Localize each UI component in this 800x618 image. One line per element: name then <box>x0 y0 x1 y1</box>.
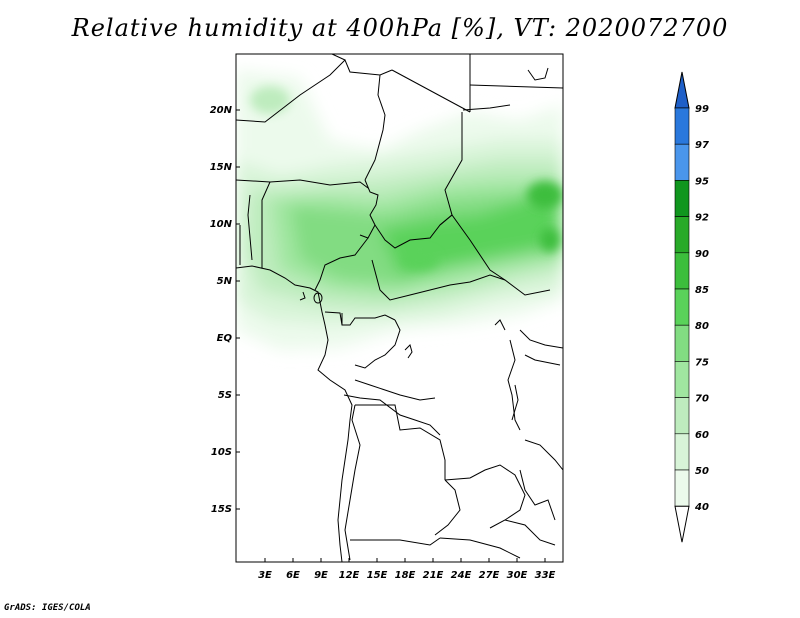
colorbar-label: 60 <box>695 430 709 441</box>
colorbar-label: 75 <box>695 357 709 368</box>
colorbar-label: 95 <box>695 176 709 187</box>
colorbar-swatch <box>674 361 690 398</box>
lon-label: 12E <box>339 570 360 581</box>
lat-label: EQ <box>217 333 233 344</box>
country-boundaries <box>236 54 563 561</box>
colorbar-label: 80 <box>695 321 709 332</box>
colorbar-swatch <box>674 107 690 145</box>
lat-label: 20N <box>210 105 233 116</box>
lat-ticks <box>236 109 240 510</box>
colorbar-top-arrow <box>674 71 690 109</box>
colorbar-swatch <box>674 180 690 217</box>
colorbar-label: 70 <box>695 394 709 405</box>
map-title: Relative humidity at 400hPa [%], VT: 202… <box>71 14 729 42</box>
lon-label: 15E <box>367 570 388 581</box>
colorbar-label: 92 <box>695 213 709 224</box>
lat-label: 5N <box>217 276 233 287</box>
colorbar-label: 40 <box>694 502 709 513</box>
lon-label: 18E <box>395 570 416 581</box>
colorbar-swatch <box>674 143 690 181</box>
colorbar-label: 50 <box>695 466 709 477</box>
colorbar-swatch <box>674 397 690 435</box>
lon-label: 33E <box>535 570 556 581</box>
lon-label: 6E <box>286 570 300 581</box>
lon-label: 27E <box>479 570 500 581</box>
colorbar-label: 99 <box>695 104 709 115</box>
colorbar-swatch <box>674 324 690 362</box>
colorbar-bottom-arrow <box>674 505 690 543</box>
colorbar-swatch <box>674 216 690 254</box>
lat-label: 10N <box>210 219 233 230</box>
colorbar-swatch <box>674 288 690 326</box>
latitude-axis: 20N 15N 10N 5N EQ 5S 10S 15S <box>210 105 233 515</box>
lat-label: 10S <box>211 447 232 458</box>
colorbar-label: 90 <box>695 249 709 260</box>
colorbar-label: 97 <box>695 140 709 151</box>
colorbar-swatch <box>674 469 690 507</box>
grads-credit: GrADS: IGES/COLA <box>4 603 91 613</box>
colorbar-swatch <box>674 252 690 290</box>
lon-label: 9E <box>314 570 328 581</box>
longitude-axis: 3E 6E 9E 12E 15E 18E 21E 24E 27E 30E 33E <box>258 570 555 581</box>
lon-label: 21E <box>423 570 444 581</box>
lat-label: 15N <box>210 162 233 173</box>
coastline <box>236 265 519 562</box>
colorbar-swatch <box>674 433 690 471</box>
lon-label: 24E <box>451 570 472 581</box>
colorbar: 99 97 95 92 90 85 80 75 70 60 50 40 <box>674 71 709 543</box>
lat-label: 15S <box>211 504 232 515</box>
lon-label: 30E <box>507 570 528 581</box>
lon-label: 3E <box>258 570 272 581</box>
humidity-field <box>236 70 563 350</box>
colorbar-label: 85 <box>695 285 709 296</box>
lon-ticks <box>264 558 546 562</box>
map-frame <box>235 53 564 563</box>
lat-label: 5S <box>218 390 232 401</box>
